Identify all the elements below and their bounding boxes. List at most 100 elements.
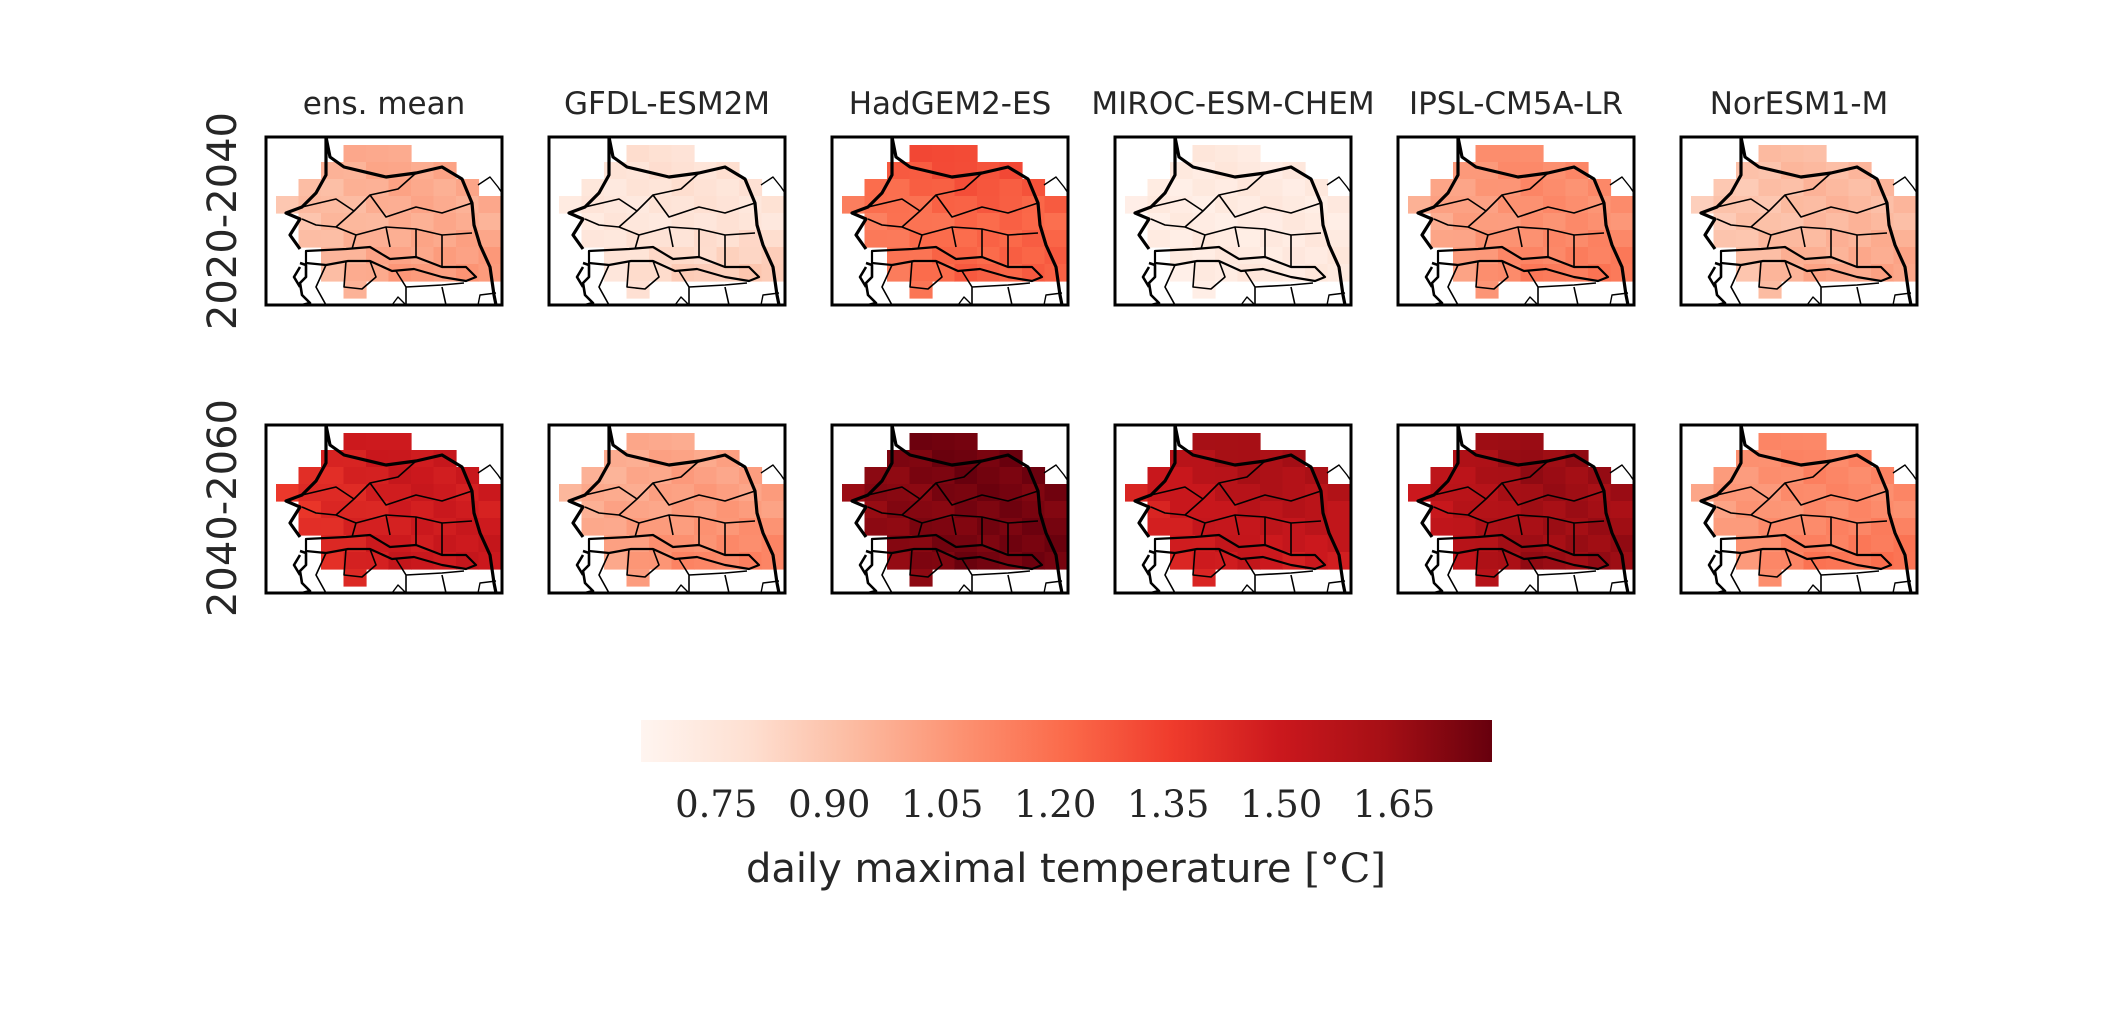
grid-cell (909, 196, 933, 214)
grid-cell (1475, 281, 1499, 299)
grid-cell (1781, 213, 1805, 231)
grid-cell (1282, 247, 1306, 265)
grid-cell (478, 518, 502, 536)
grid-cell (1588, 467, 1612, 485)
grid-cell (1067, 230, 1068, 248)
grid-cell (999, 467, 1023, 485)
grid-cell (671, 213, 695, 231)
grid-cell (1282, 179, 1306, 197)
grid-cell (977, 264, 1001, 282)
grid-cell (433, 179, 457, 197)
grid-cell (1826, 179, 1850, 197)
grid-cell (1633, 552, 1634, 570)
eastern-border (477, 464, 502, 482)
grid-cell (1327, 230, 1351, 248)
grid-cell (887, 467, 911, 485)
grid-cell (343, 484, 367, 502)
grid-cell (1237, 518, 1261, 536)
grid-cell (433, 162, 457, 180)
grid-cell (478, 501, 502, 519)
grid-cell (298, 518, 322, 536)
grid-cell (887, 552, 911, 570)
grid-cell (864, 230, 888, 248)
grid-cell (1260, 179, 1284, 197)
grid-cell (671, 433, 695, 451)
grid-cell (388, 535, 412, 553)
coastline-south (1424, 261, 1444, 305)
grid-cell (1520, 247, 1544, 265)
grid-cell (1893, 196, 1917, 214)
grid-cell (1350, 552, 1351, 570)
country-outline (1133, 425, 1347, 593)
grid-cell (388, 247, 412, 265)
grid-cell (909, 552, 933, 570)
grid-cell (1633, 230, 1634, 248)
grid-cell (1453, 196, 1477, 214)
grid-cell (954, 264, 978, 282)
grid-cell (1520, 145, 1544, 163)
grid-cell (932, 145, 956, 163)
colorbar-tick-label: 0.90 (788, 783, 870, 826)
grid-cell (1848, 230, 1872, 248)
panel-frame (1396, 135, 1636, 307)
grid-cell (1430, 518, 1454, 536)
grid-cell (343, 569, 367, 587)
grid-cell (716, 467, 740, 485)
grid-cell (1305, 179, 1329, 197)
grid-cell (1498, 552, 1522, 570)
grid-cell (626, 179, 650, 197)
southern-border (674, 580, 780, 593)
grid-cell (388, 196, 412, 214)
grid-cell (1633, 535, 1634, 553)
grid-cell (1192, 501, 1216, 519)
grid-cell (626, 433, 650, 451)
grid-cell (1758, 433, 1782, 451)
grid-cell (1475, 264, 1499, 282)
grid-cell (1475, 484, 1499, 502)
grid-cell (887, 518, 911, 536)
grid-cell (1826, 264, 1850, 282)
grid-cell (1610, 213, 1634, 231)
grid-cell (1260, 467, 1284, 485)
grid-cell (1327, 213, 1351, 231)
colorbar-tick-label: 1.35 (1127, 783, 1209, 826)
grid-cell (1781, 433, 1805, 451)
grid-cell (321, 264, 345, 282)
southern-border (1523, 292, 1629, 305)
grid-cell (1215, 501, 1239, 519)
grid-cell (1453, 535, 1477, 553)
grid-cell (1430, 230, 1454, 248)
grid-cell (1044, 196, 1068, 214)
grid-cell (1848, 162, 1872, 180)
grid-cell (626, 501, 650, 519)
grid-cell (954, 230, 978, 248)
grid-cell (1713, 230, 1737, 248)
grid-cell (1192, 552, 1216, 570)
colorbar-label: daily maximal temperature [°C] (746, 846, 1386, 892)
grid-cell (694, 467, 718, 485)
grid-cell (761, 484, 785, 502)
grid-cell (671, 535, 695, 553)
gambia-outline (870, 533, 1044, 571)
grid-cell (999, 501, 1023, 519)
grid-cell (1498, 518, 1522, 536)
grid-cell (671, 264, 695, 282)
grid-cell (1736, 196, 1760, 214)
grid-cell (388, 433, 412, 451)
eastern-border (760, 176, 785, 194)
grid-cell (1475, 501, 1499, 519)
grid-cell (1610, 196, 1634, 214)
map-panel (547, 423, 787, 595)
grid-cell (887, 501, 911, 519)
grid-cell (1215, 552, 1239, 570)
grid-cell (478, 484, 502, 502)
grid-cell (1453, 247, 1477, 265)
grid-cell (1758, 552, 1782, 570)
grid-cell (1327, 196, 1351, 214)
grid-cell (1781, 501, 1805, 519)
grid-cell (1453, 552, 1477, 570)
grid-cell (298, 230, 322, 248)
grid-cell (1260, 501, 1284, 519)
grid-cell (1498, 501, 1522, 519)
grid-cell (343, 196, 367, 214)
